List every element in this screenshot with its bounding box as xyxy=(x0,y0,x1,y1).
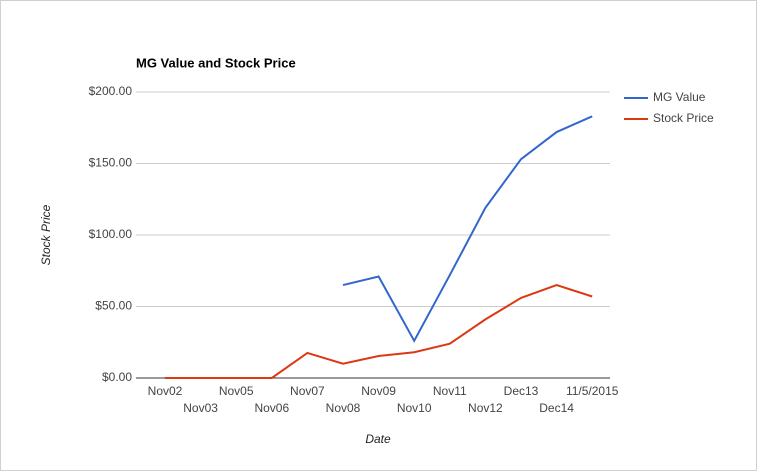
x-tick-label: Nov07 xyxy=(290,384,325,398)
legend-label: MG Value xyxy=(653,90,706,104)
x-tick-label: Nov05 xyxy=(219,384,254,398)
x-tick-label: Nov10 xyxy=(397,401,432,415)
y-tick-label: $100.00 xyxy=(89,227,133,241)
x-tick-label: Nov12 xyxy=(468,401,503,415)
y-tick-label: $50.00 xyxy=(95,299,132,313)
x-tick-label: Dec13 xyxy=(504,384,539,398)
y-tick-label: $150.00 xyxy=(89,156,133,170)
y-axis-title: Stock Price xyxy=(39,204,53,265)
x-axis-title: Date xyxy=(365,432,391,446)
y-tick-label: $0.00 xyxy=(102,370,132,384)
x-tick-label: Nov03 xyxy=(183,401,218,415)
x-tick-label: Nov11 xyxy=(433,384,467,398)
series-line xyxy=(342,115,593,343)
x-tick-label: Nov02 xyxy=(148,384,183,398)
x-tick-label: Dec14 xyxy=(539,401,574,415)
x-tick-label: Nov09 xyxy=(361,384,396,398)
legend-label: Stock Price xyxy=(653,111,714,125)
x-tick-label: 11/5/2015 xyxy=(566,384,619,398)
x-tick-label: Nov08 xyxy=(326,401,361,415)
y-tick-label: $200.00 xyxy=(89,84,133,98)
chart-title: MG Value and Stock Price xyxy=(136,55,296,70)
series-line xyxy=(165,283,593,379)
x-tick-label: Nov06 xyxy=(254,401,289,415)
